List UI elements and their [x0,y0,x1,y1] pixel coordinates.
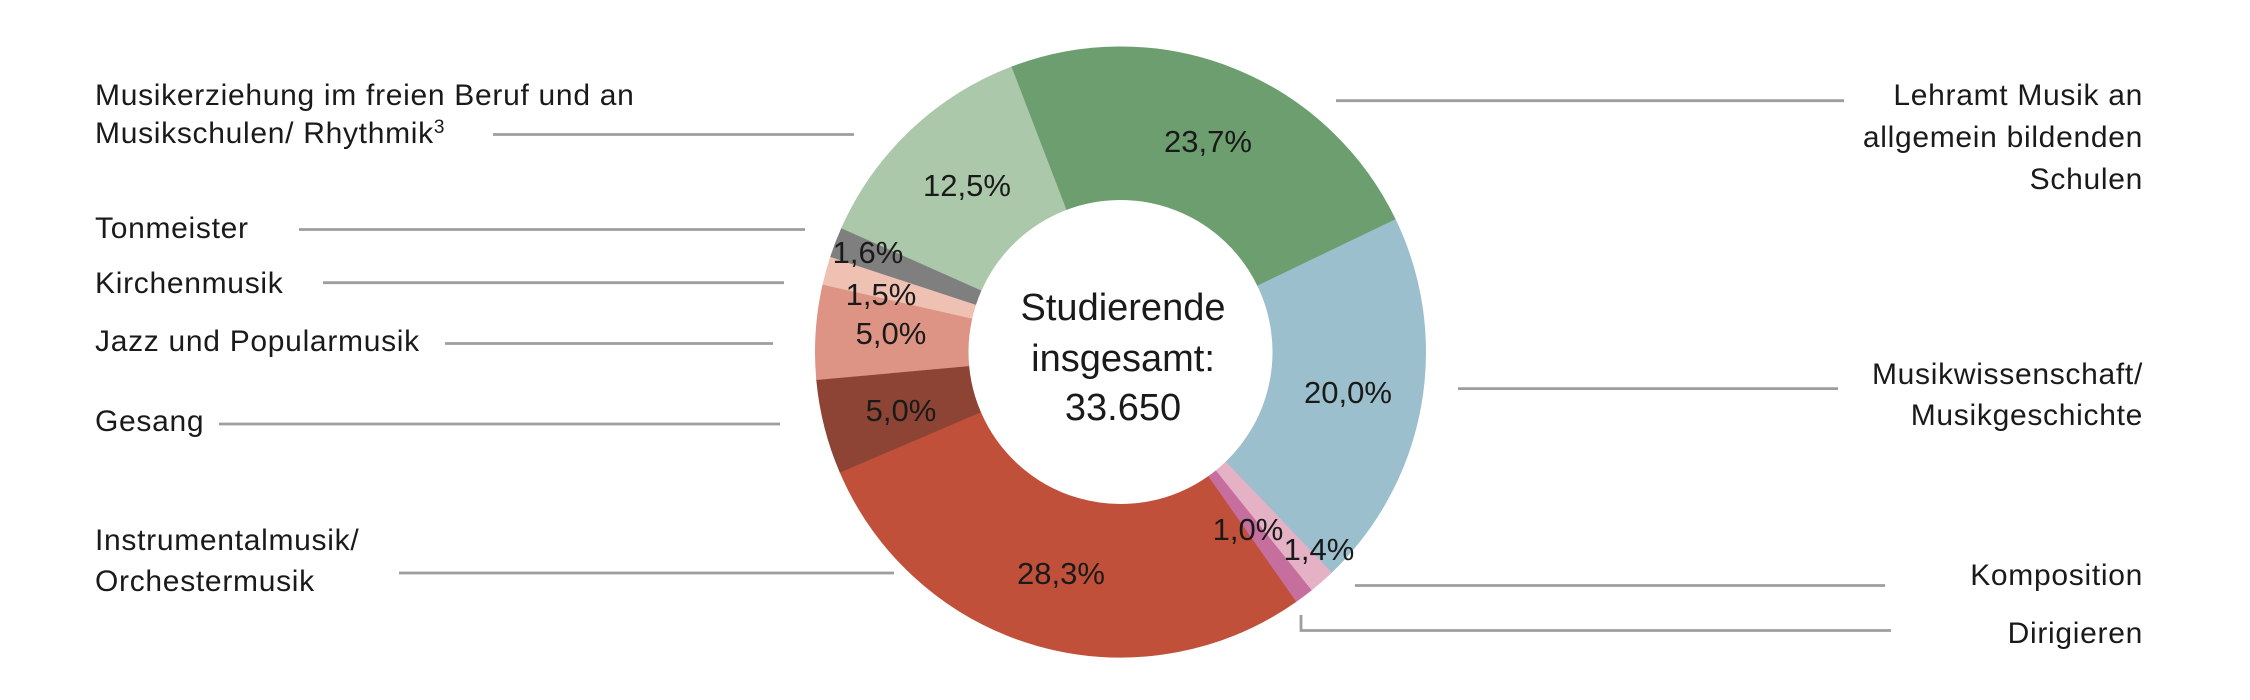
svg-text:28,3%: 28,3% [1017,556,1105,591]
svg-text:12,5%: 12,5% [923,168,1011,203]
svg-text:Dirigieren: Dirigieren [2008,617,2143,650]
svg-text:33.650: 33.650 [1065,387,1181,429]
svg-text:1,0%: 1,0% [1213,512,1284,547]
svg-text:Musikerziehung im freien Beruf: Musikerziehung im freien Beruf und an [95,79,635,112]
svg-text:1,4%: 1,4% [1284,532,1355,567]
svg-text:Kirchenmusik: Kirchenmusik [95,267,284,300]
svg-text:Studierende: Studierende [1021,287,1226,329]
svg-text:insgesamt:: insgesamt: [1031,338,1215,380]
svg-text:Musikschulen/ Rhythmik3: Musikschulen/ Rhythmik3 [95,117,445,150]
svg-text:20,0%: 20,0% [1304,375,1392,410]
svg-text:Lehramt Musik an: Lehramt Musik an [1893,79,2143,112]
svg-text:Instrumentalmusik/: Instrumentalmusik/ [95,524,359,557]
svg-text:1,6%: 1,6% [833,235,904,270]
svg-text:23,7%: 23,7% [1164,124,1252,159]
svg-text:Jazz und Popularmusik: Jazz und Popularmusik [95,325,420,358]
svg-text:Tonmeister: Tonmeister [95,212,249,245]
svg-text:Musikwissenschaft/: Musikwissenschaft/ [1872,358,2143,391]
svg-text:5,0%: 5,0% [866,393,937,428]
svg-text:allgemein bildenden: allgemein bildenden [1863,121,2143,154]
svg-text:Schulen: Schulen [2030,163,2143,196]
svg-text:Gesang: Gesang [95,405,204,438]
svg-text:Orchestermusik: Orchestermusik [95,565,315,598]
svg-text:1,5%: 1,5% [846,277,917,312]
svg-text:Komposition: Komposition [1970,559,2143,592]
svg-text:5,0%: 5,0% [856,316,927,351]
svg-text:Musikgeschichte: Musikgeschichte [1911,399,2143,432]
